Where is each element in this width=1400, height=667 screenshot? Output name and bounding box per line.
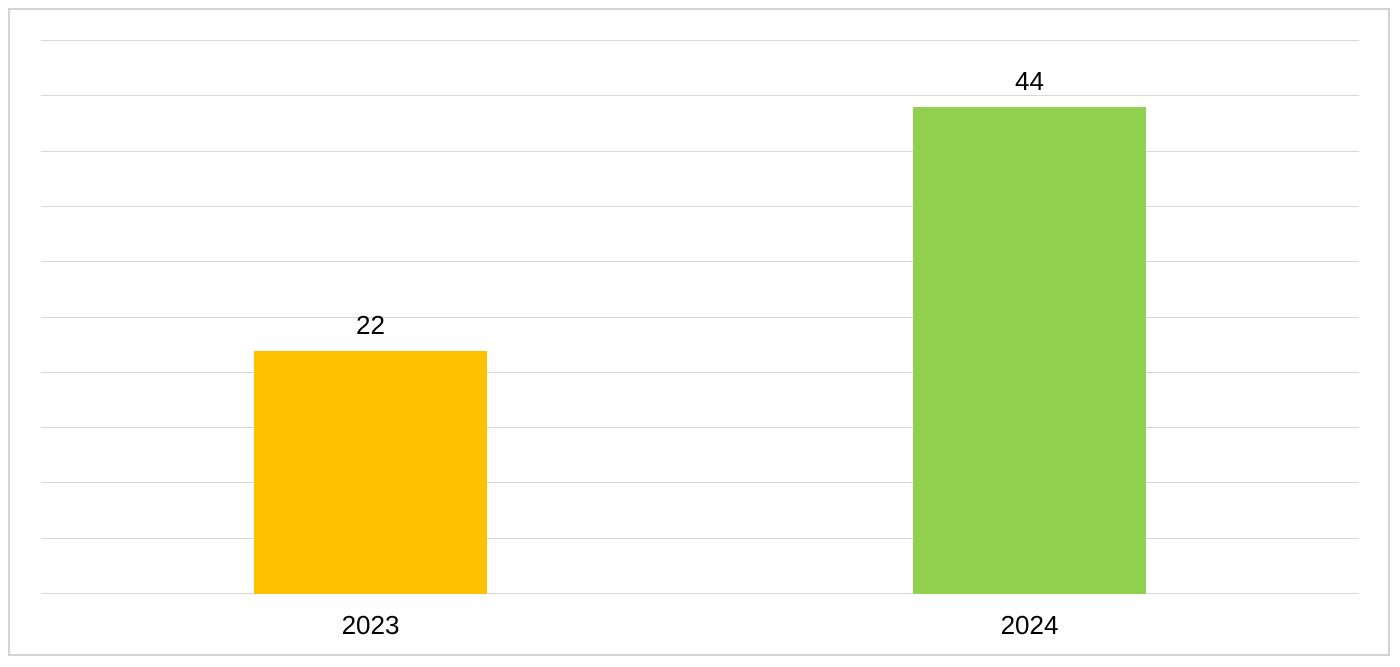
gridline (41, 537, 1359, 539)
bar-2024[interactable] (913, 107, 1146, 594)
gridline (41, 150, 1359, 152)
bar-2023[interactable] (254, 350, 487, 594)
chart-frame (8, 8, 1390, 656)
category-label-2023: 2023 (341, 610, 400, 640)
data-label-2024: 44 (1015, 66, 1044, 97)
category-label-2024: 2024 (1000, 610, 1059, 640)
plot-area: 22 2023 44 2024 (41, 40, 1359, 640)
data-label-2023: 22 (356, 309, 385, 340)
gridline (41, 205, 1359, 207)
gridline (41, 261, 1359, 263)
gridline (41, 371, 1359, 373)
gridline (41, 316, 1359, 318)
gridline (41, 427, 1359, 429)
gridline (41, 40, 1359, 41)
gridline (41, 95, 1359, 97)
gridline (41, 593, 1359, 594)
gridline (41, 482, 1359, 484)
